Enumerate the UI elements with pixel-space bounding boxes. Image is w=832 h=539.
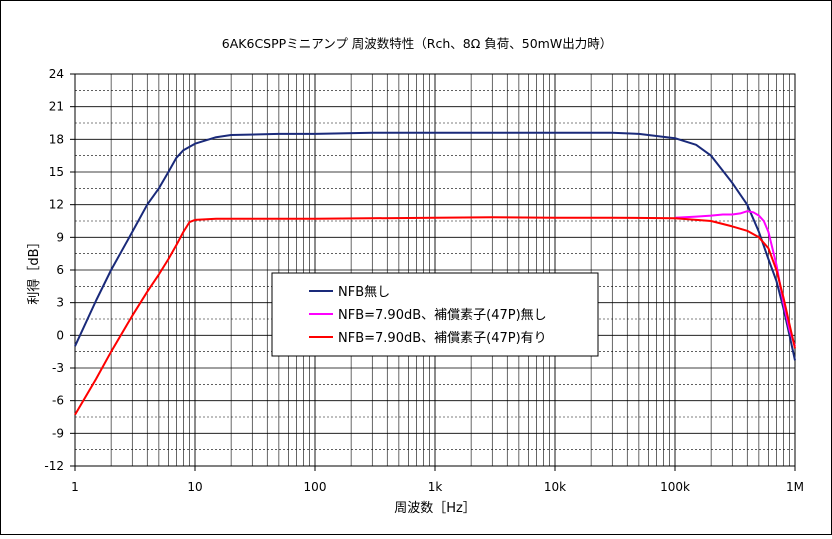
x-axis-label: 周波数［Hz］ [394, 501, 476, 516]
y-tick-label: -6 [52, 394, 64, 408]
y-tick-label: 18 [49, 132, 64, 146]
y-tick-label: 6 [56, 263, 64, 277]
chart-title: 6AK6CSPPミニアンプ 周波数特性（Rch、8Ω 負荷、50mW出力時） [222, 36, 612, 51]
series-line-3 [74, 216, 796, 416]
legend: NFB無し NFB=7.90dB、補償素子(47P)無し NFB=7.90dB、補償… [271, 272, 599, 357]
x-tick-label: 10 [187, 480, 202, 494]
y-axis-ticks: 24 21 18 15 12 9 6 3 0 -3 -6 -9 -12 [44, 67, 75, 473]
x-tick-label: 1M [786, 480, 804, 494]
y-tick-label: -3 [52, 361, 64, 375]
y-tick-label: 24 [49, 67, 64, 81]
y-tick-label: 3 [56, 296, 64, 310]
y-tick-label: -12 [44, 459, 64, 473]
y-tick-label: 21 [49, 100, 64, 114]
y-tick-label: 12 [49, 198, 64, 212]
y-axis-label: 利得［dB］ [26, 235, 42, 304]
x-tick-label: 100k [660, 480, 690, 494]
y-tick-label: 0 [56, 328, 64, 342]
legend-label-1: NFB無し [338, 285, 390, 300]
y-tick-label: 9 [56, 230, 64, 244]
x-tick-label: 1k [428, 480, 443, 494]
x-tick-label: 10k [544, 480, 566, 494]
x-tick-label: 1 [71, 480, 79, 494]
x-tick-label: 100 [304, 480, 327, 494]
series-lines [74, 131, 796, 416]
y-tick-label: 15 [49, 165, 64, 179]
legend-label-3: NFB=7.90dB、補償素子(47P)有り [338, 331, 547, 346]
x-axis-ticks: 1 10 100 1k 10k 100k 1M [71, 466, 804, 494]
series-line-1 [74, 131, 796, 361]
y-tick-label: -9 [52, 426, 64, 440]
legend-label-2: NFB=7.90dB、補償素子(47P)無し [338, 308, 547, 323]
